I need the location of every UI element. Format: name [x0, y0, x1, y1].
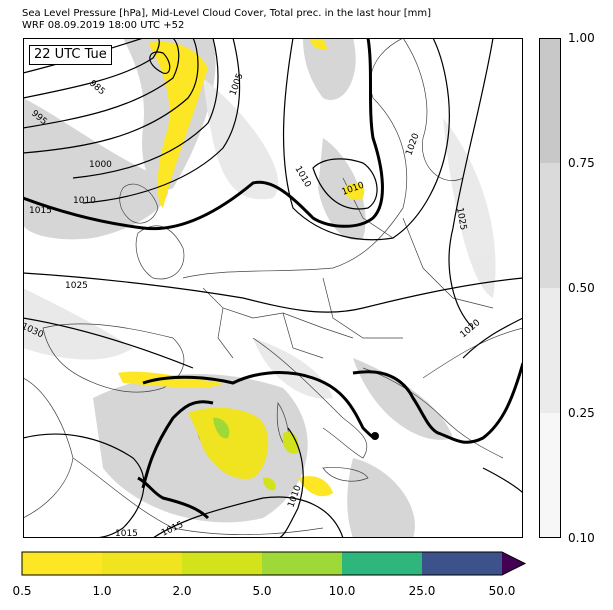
precip-colorbar-tick: 10.0 [328, 584, 356, 598]
cloud-colorbar-segment [539, 38, 561, 163]
precip-colorbar-segment [262, 552, 342, 575]
precip-colorbar-tick: 1.0 [92, 584, 112, 598]
isobar-1015 [23, 38, 523, 520]
valid-time-label: 22 UTC Tue [29, 45, 112, 65]
precipitation-colorbar [21, 551, 527, 576]
precip-colorbar-tick: 50.0 [488, 584, 516, 598]
station-marker [371, 432, 379, 440]
weather-map: 985 995 1000 1005 1010 1010 1010 1010 10… [23, 38, 523, 538]
isobar-label: 1025 [454, 207, 468, 231]
cloud-colorbar-segment [539, 413, 561, 538]
precip-colorbar-extend-arrow [502, 552, 525, 575]
precip-colorbar-segment [342, 552, 422, 575]
isobar-label: 1010 [73, 196, 96, 206]
map-title: Sea Level Pressure [hPa], Mid-Level Clou… [22, 8, 432, 19]
isobar-label: 1015 [29, 206, 52, 216]
cloud-colorbar-tick: 0.75 [568, 156, 595, 170]
cloud-cover-colorbar [539, 38, 561, 538]
precip-colorbar-tick: 0.5 [12, 584, 32, 598]
cloud-colorbar-tick: 0.50 [568, 281, 595, 295]
precip-colorbar-tick: 2.0 [172, 584, 192, 598]
isobar-label: 1025 [65, 281, 88, 291]
cloud-colorbar-tick: 0.10 [568, 531, 595, 545]
precip-colorbar-segment [22, 552, 102, 575]
cloud-colorbar-segment [539, 163, 561, 288]
precip-colorbar-segment [102, 552, 182, 575]
precipitation-layer [118, 38, 365, 497]
isobar-label: 1015 [115, 529, 138, 538]
precip-colorbar-tick: 25.0 [408, 584, 436, 598]
cloud-colorbar-segment [539, 288, 561, 413]
map-frame [23, 38, 523, 538]
precip-colorbar-segment [182, 552, 262, 575]
cloud-colorbar-tick: 0.25 [568, 406, 595, 420]
cloud-colorbar-tick: 1.00 [568, 31, 595, 45]
precip-colorbar-segment [422, 552, 502, 575]
map-subtitle: WRF 08.09.2019 18:00 UTC +52 [22, 20, 185, 31]
isobar-label: 1000 [89, 160, 112, 170]
precip-colorbar-tick: 5.0 [252, 584, 272, 598]
